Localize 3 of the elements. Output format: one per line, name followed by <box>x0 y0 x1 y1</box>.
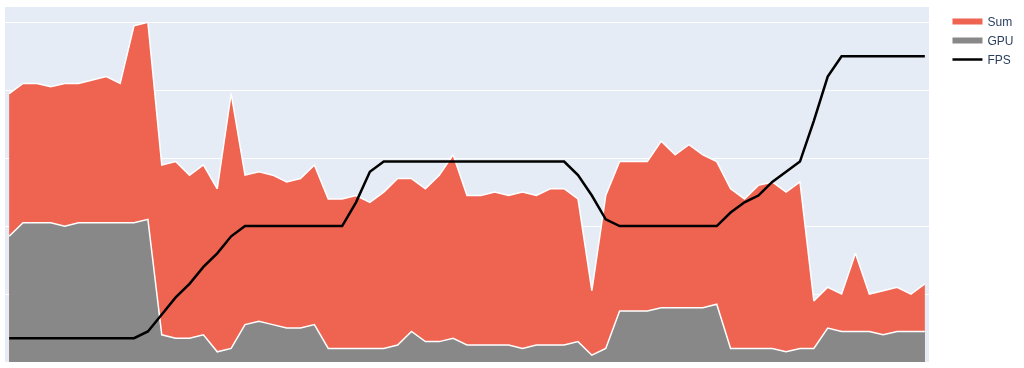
legend-label: FPS <box>987 53 1011 68</box>
legend-label: GPU <box>987 34 1014 49</box>
legend-label: Sum <box>987 15 1013 30</box>
